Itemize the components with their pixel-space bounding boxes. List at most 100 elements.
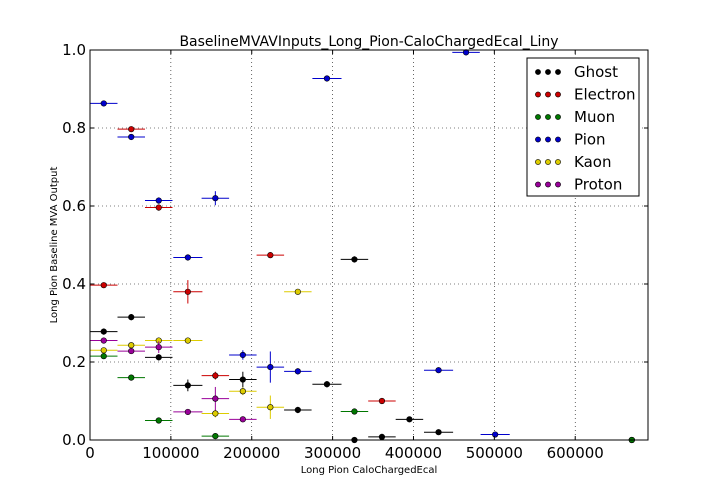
legend-marker [545,181,551,188]
x-tick-label: 100000 [142,444,199,462]
data-points [90,49,646,444]
legend-label: Proton [574,176,622,194]
y-axis-label: Long Pion Baseline MVA Output [49,167,60,324]
data-point [395,416,424,423]
marker [435,367,442,374]
marker [212,395,219,402]
marker [184,337,191,344]
data-point [173,408,203,416]
data-point [201,371,230,380]
legend: Ghost Electron Muon Pion Kaon Proton [526,57,640,197]
y-tick-label: 0.2 [62,353,86,371]
data-point [284,288,312,295]
data-point [256,351,285,383]
data-point [173,254,203,261]
marker [184,408,191,416]
x-tick-label: 300000 [304,444,361,462]
data-point [144,341,173,354]
marker [267,363,274,371]
axis-ticks: 0 100000 200000 300000 400000 500000 600000 0.0… [62,41,648,462]
marker [128,314,135,321]
series-electron [90,126,396,405]
data-point [90,328,118,335]
data-point [144,354,173,361]
marker [239,376,246,383]
series-proton [90,337,257,423]
marker [128,342,135,349]
legend-marker [545,136,551,143]
marker [378,433,386,440]
data-point [117,314,145,321]
data-point [368,397,396,405]
data-point [144,197,173,204]
marker [100,100,107,107]
marker [267,252,274,259]
marker [128,133,135,141]
data-point [144,417,173,424]
legend-marker [535,136,541,143]
plot-frame [89,49,649,441]
marker [155,197,162,204]
marker [184,382,191,389]
legend-label: Pion [574,131,606,149]
data-point [229,387,257,396]
legend-marker [535,114,541,120]
data-point [90,337,118,344]
data-point [312,381,342,388]
marker [212,372,219,379]
marker [128,374,135,381]
data-point [256,395,285,419]
data-point [117,133,145,141]
data-point [173,280,203,304]
marker [406,416,413,423]
data-point [117,374,145,381]
marker [435,429,442,436]
data-point [340,408,369,415]
data-point [480,431,510,438]
legend-marker [535,91,541,98]
marker [294,406,301,414]
marker [212,195,219,202]
legend-label: Muon [574,108,615,126]
y-tick-label: 0.8 [62,119,86,137]
legend-marker [545,69,551,75]
x-tick-label: 400000 [385,444,442,462]
marker [294,288,301,295]
marker [492,431,499,438]
chart-title: BaselineMVAVInputs_Long_Pion-CaloCharged… [179,34,558,50]
data-point [229,350,257,360]
marker [267,404,274,411]
legend-item: Electron [535,86,636,104]
data-point [90,347,118,354]
legend-marker [535,69,541,75]
marker [294,368,301,375]
y-tick-label: 0.6 [62,197,86,215]
x-axis-label: Long Pion CaloChargedEcal [301,465,438,476]
legend-item: Kaon [535,153,611,171]
data-point [229,416,257,423]
marker [351,408,358,415]
marker [184,288,191,295]
marker [100,328,107,335]
marker [212,410,219,417]
marker [155,417,162,424]
marker [155,344,162,351]
legend-item: Pion [535,131,606,149]
data-point [90,353,118,360]
legend-marker [555,91,561,98]
legend-box [526,57,640,197]
legend-marker [555,114,561,120]
legend-item: Ghost [535,63,618,81]
series-muon [90,353,646,444]
legend-marker [535,181,541,188]
data-point [284,368,312,375]
data-point [368,433,396,440]
series-pion [90,49,510,438]
data-point [90,100,118,107]
legend-marker [535,159,541,165]
series-ghost [90,256,635,444]
data-point [90,282,118,289]
legend-item: Muon [535,108,615,126]
legend-item: Proton [535,176,622,194]
x-tick-label: 500000 [466,444,523,462]
